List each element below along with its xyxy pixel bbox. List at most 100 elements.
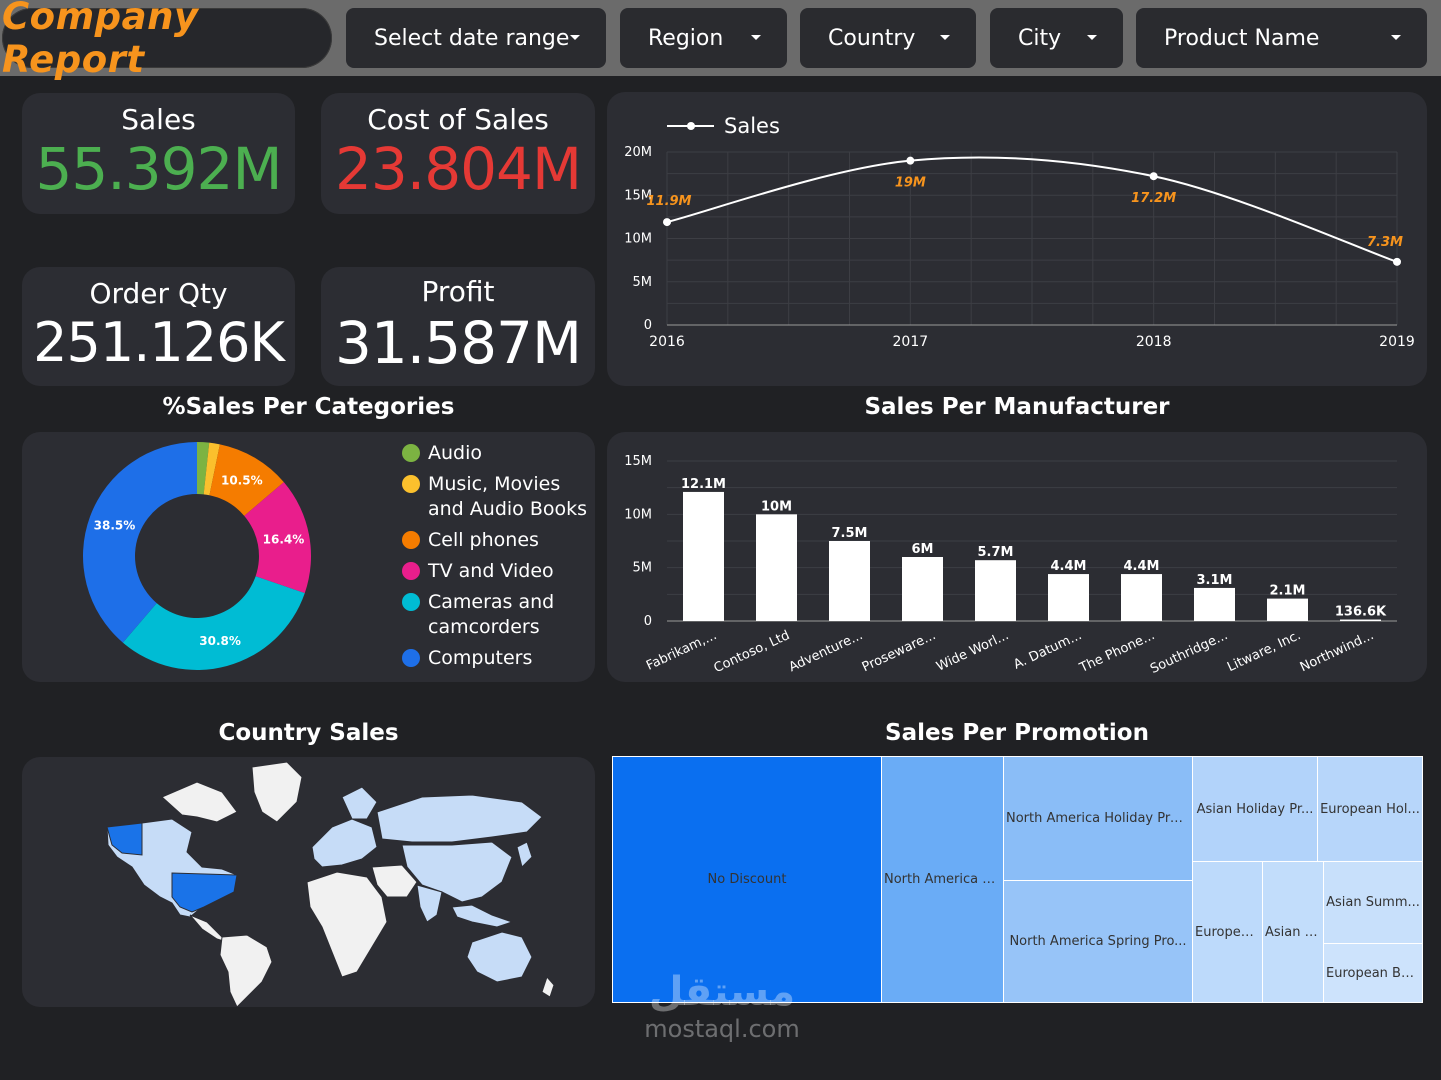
treemap-cell-asian-s[interactable]: Asian S... <box>1262 861 1324 1003</box>
product-name-filter[interactable]: Product Name <box>1136 8 1427 68</box>
y-tick-label: 15M <box>624 188 652 203</box>
treemap-cell-europea[interactable]: Europea... <box>1192 861 1263 1003</box>
treemap-label: Europea... <box>1195 924 1262 940</box>
manufacturer-bar <box>756 514 797 621</box>
kpi-value: 31.587M <box>335 309 582 377</box>
kpi-label: Profit <box>421 275 495 308</box>
donut-slice <box>82 442 197 643</box>
map-south-america <box>219 934 273 1007</box>
date-range-filter[interactable]: Select date range <box>346 8 606 68</box>
legend-label: TV and Video <box>428 560 554 582</box>
country-map-card <box>22 757 595 1007</box>
treemap-cell-na-spring[interactable]: North America Spring Pro... <box>1003 880 1193 1003</box>
x-tick-label: Wide Worl... <box>934 628 1011 675</box>
map-india <box>416 884 443 923</box>
donut-slice <box>203 442 220 496</box>
map-greenland <box>251 761 303 823</box>
bar-data-label: 6M <box>912 542 934 557</box>
promotion-title: Sales Per Promotion <box>885 720 1149 746</box>
sales-point <box>906 156 915 165</box>
map-canada-islands <box>161 781 238 823</box>
legend-dot <box>402 475 420 493</box>
treemap-cell-european-hol[interactable]: European Hol... <box>1317 756 1423 862</box>
treemap-label: Asian Summ... <box>1326 895 1420 910</box>
region-label: Region <box>648 25 724 51</box>
legend-item[interactable]: Audio <box>402 441 482 466</box>
legend-label: Computers <box>428 647 533 669</box>
y-tick-label: 5M <box>633 275 653 290</box>
bar-data-label: 12.1M <box>681 477 726 492</box>
slice-label: 30.8% <box>199 634 241 648</box>
donut-slice <box>244 482 311 594</box>
slice-label: 38.5% <box>94 518 136 532</box>
treemap-cell-asian-summ[interactable]: Asian Summ... <box>1323 861 1423 944</box>
treemap-label: European Ba... <box>1326 965 1422 981</box>
legend-item[interactable]: Cell phones <box>402 528 539 553</box>
bar-data-label: 3.1M <box>1197 573 1233 588</box>
categories-donut-chart: 10.5% 16.4% 30.8% 38.5% <box>82 442 311 670</box>
order-qty-kpi-card: Order Qty 251.126K <box>22 267 295 386</box>
kpi-label: Cost of Sales <box>367 103 549 136</box>
donut-slice <box>122 576 305 670</box>
treemap-cell-na-holiday[interactable]: North America Holiday Pro... <box>1003 756 1193 881</box>
treemap-label: North America Spring Pro... <box>1009 934 1187 949</box>
treemap-cell-european-ba[interactable]: European Ba... <box>1323 943 1423 1003</box>
x-tick-label: 2018 <box>1136 334 1172 350</box>
legend-item[interactable]: Computers <box>402 646 532 671</box>
map-middle-east <box>371 864 418 898</box>
world-map <box>106 761 555 1007</box>
kpi-value: 55.392M <box>35 135 283 203</box>
sales-line-chart: 0 5M 10M 15M 20M 2016 2017 2018 2019 11.9M 19M 17.2… <box>624 114 1415 350</box>
kpi-label: Sales <box>121 103 196 136</box>
donut-slice <box>209 444 284 516</box>
treemap-cell-no-discount[interactable]: No Discount <box>612 756 882 1003</box>
city-filter[interactable]: City <box>990 8 1123 68</box>
legend-item[interactable]: TV and Video <box>402 559 554 584</box>
categories-title: %Sales Per Categories <box>162 394 455 420</box>
map-usa <box>171 872 238 913</box>
map-new-zealand <box>541 976 555 998</box>
y-tick-label: 10M <box>624 507 652 522</box>
y-tick-label: 10M <box>624 232 652 247</box>
data-label: 11.9M <box>646 194 691 209</box>
legend-item[interactable]: Cameras and camcorders <box>402 590 554 640</box>
x-tick-label: Adventure... <box>787 628 866 675</box>
manufacturer-bar <box>1048 574 1089 621</box>
bar-data-label: 2.1M <box>1270 584 1306 599</box>
manufacturer-title: Sales Per Manufacturer <box>864 394 1170 420</box>
map-se-asia <box>451 904 514 928</box>
kpi-label: Order Qty <box>89 277 228 310</box>
legend-label: Sales <box>724 114 780 138</box>
x-tick-label: Proseware... <box>860 628 938 675</box>
legend-item[interactable]: Music, Movies and Audio Books <box>402 472 587 522</box>
y-tick-label: 5M <box>633 561 653 576</box>
map-scandinavia <box>341 786 378 820</box>
data-label: 19M <box>895 176 926 191</box>
treemap-cell-north-america-b[interactable]: North America B... <box>881 756 1004 1003</box>
promotion-treemap: No Discount North America B... North Ame… <box>612 756 1423 1003</box>
treemap-label: No Discount <box>707 872 787 887</box>
product-name-label: Product Name <box>1164 25 1320 51</box>
slice-label: 10.5% <box>221 473 263 487</box>
y-tick-label: 15M <box>624 454 652 469</box>
chevron-down-icon <box>1391 35 1401 40</box>
region-filter[interactable]: Region <box>620 8 787 68</box>
donut-slice <box>197 442 210 495</box>
date-range-label: Select date range <box>374 25 570 51</box>
treemap-label: North America B... <box>884 872 1003 887</box>
country-filter[interactable]: Country <box>800 8 976 68</box>
y-tick-label: 0 <box>644 614 652 629</box>
legend-dot <box>402 531 420 549</box>
treemap-label: Asian S... <box>1265 924 1323 940</box>
treemap-cell-asian-holiday[interactable]: Asian Holiday Pr... <box>1192 756 1318 862</box>
legend-dot <box>402 562 420 580</box>
bar-data-label: 136.6K <box>1335 605 1387 620</box>
manufacturer-bar <box>829 541 870 621</box>
x-tick-label: 2019 <box>1379 334 1415 350</box>
legend-label: Cell phones <box>428 529 539 551</box>
x-tick-label: 2017 <box>893 334 929 350</box>
y-tick-label: 20M <box>624 145 652 160</box>
legend-marker <box>687 122 695 130</box>
report-title: Company Report <box>2 0 332 81</box>
profit-kpi-card: Profit 31.587M <box>321 267 595 386</box>
